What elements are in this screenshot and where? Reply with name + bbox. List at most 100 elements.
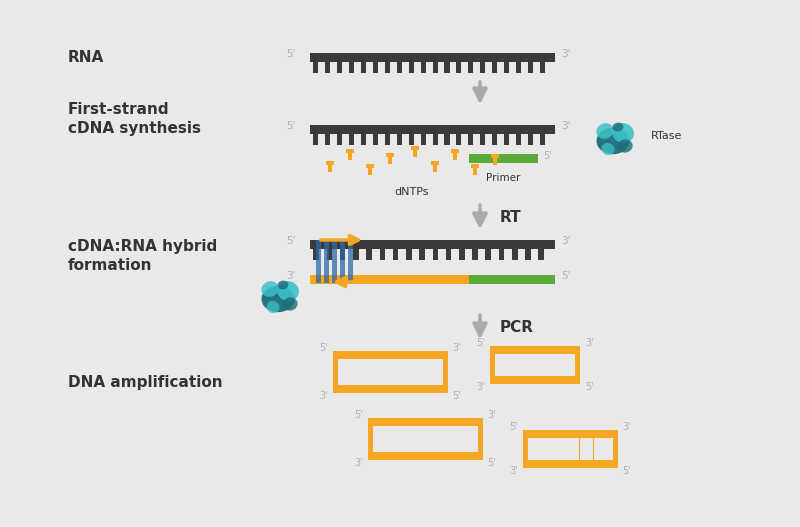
Bar [353, 359, 362, 385]
Text: 3': 3' [561, 236, 570, 246]
Ellipse shape [613, 123, 623, 131]
Text: 3': 3' [487, 410, 496, 420]
Text: 5': 5' [354, 410, 362, 420]
Bar [561, 438, 566, 460]
Bar [556, 438, 565, 460]
Bar [333, 385, 447, 393]
Text: cDNA:RNA hybrid
formation: cDNA:RNA hybrid formation [68, 239, 218, 274]
Bar [474, 165, 477, 175]
Bar [386, 152, 394, 157]
Text: 5': 5' [286, 49, 296, 59]
Ellipse shape [597, 128, 630, 154]
Bar [348, 240, 353, 283]
Bar [337, 62, 342, 73]
Text: 3': 3' [286, 271, 296, 281]
Text: dNTPs: dNTPs [394, 187, 430, 197]
Bar [454, 151, 457, 160]
Bar [434, 163, 437, 172]
Bar [310, 53, 555, 62]
Bar [333, 351, 447, 359]
Bar [427, 359, 438, 385]
Text: 3': 3' [476, 382, 485, 392]
Bar [367, 418, 482, 426]
Bar [406, 249, 412, 259]
Text: 5': 5' [622, 466, 631, 476]
Bar [468, 133, 474, 144]
Bar [457, 133, 462, 144]
Bar [584, 438, 594, 460]
Bar [491, 153, 499, 158]
Bar [433, 426, 442, 452]
Bar [527, 438, 537, 460]
Bar [387, 426, 398, 452]
Text: DNA amplification: DNA amplification [68, 375, 222, 389]
Text: 3': 3' [561, 121, 570, 131]
Bar [310, 275, 470, 284]
Bar [367, 452, 482, 460]
Ellipse shape [602, 143, 614, 155]
Text: 5': 5' [487, 458, 496, 468]
Bar [326, 249, 332, 259]
Bar [373, 62, 378, 73]
Bar [570, 438, 579, 460]
Text: 3': 3' [319, 391, 327, 401]
Bar [470, 275, 555, 284]
Bar [409, 133, 414, 144]
Bar [575, 354, 580, 376]
Bar [445, 62, 450, 73]
Text: 5': 5' [286, 236, 296, 246]
Ellipse shape [262, 286, 294, 312]
Bar [453, 426, 458, 452]
Text: PCR: PCR [500, 319, 534, 335]
Bar [326, 161, 334, 165]
Bar [346, 149, 354, 153]
Ellipse shape [277, 281, 299, 301]
Bar [516, 133, 522, 144]
Bar [480, 62, 486, 73]
Bar [549, 354, 554, 376]
Bar [421, 62, 426, 73]
Bar [310, 239, 555, 249]
Bar [313, 133, 318, 144]
Bar [373, 426, 382, 452]
Bar [490, 354, 495, 376]
Bar [373, 359, 378, 385]
Bar [527, 354, 538, 376]
Bar [388, 154, 392, 164]
Text: RTase: RTase [651, 131, 682, 141]
Bar [409, 62, 414, 73]
Bar [349, 133, 354, 144]
Bar [413, 359, 422, 385]
Bar [433, 249, 438, 259]
Text: 5': 5' [509, 422, 518, 432]
Bar [340, 249, 346, 259]
Bar [457, 62, 462, 73]
Bar [366, 163, 374, 168]
Bar [314, 249, 319, 259]
Bar [533, 354, 538, 376]
Text: 3': 3' [354, 458, 362, 468]
Bar [342, 359, 347, 385]
Bar [516, 62, 522, 73]
Bar [419, 249, 425, 259]
Text: 5': 5' [585, 382, 594, 392]
Bar [442, 359, 447, 385]
Bar [495, 354, 506, 376]
Bar [471, 163, 479, 168]
Bar [361, 133, 366, 144]
Bar [397, 133, 402, 144]
Bar [402, 426, 413, 452]
Bar [378, 426, 382, 452]
Text: 5': 5' [318, 343, 327, 353]
Bar [468, 62, 474, 73]
Bar [387, 359, 393, 385]
Bar [361, 62, 366, 73]
Text: 5': 5' [453, 391, 462, 401]
Bar [512, 249, 518, 259]
Bar [462, 426, 473, 452]
Bar [407, 426, 413, 452]
Bar [494, 155, 497, 165]
Bar [522, 438, 527, 460]
Bar [492, 133, 498, 144]
Bar [470, 154, 538, 163]
